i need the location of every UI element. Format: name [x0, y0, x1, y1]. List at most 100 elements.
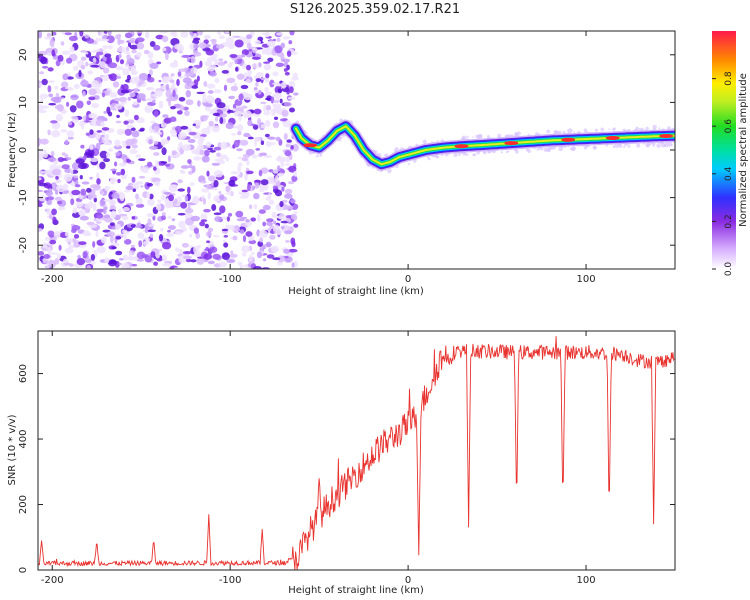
noise-blob [277, 172, 285, 177]
track-halo-dot [516, 132, 519, 135]
noise-blob [89, 193, 97, 199]
noise-blob [168, 194, 175, 202]
noise-blob [130, 244, 136, 248]
noise-blob [245, 78, 251, 83]
noise-blob [204, 149, 210, 157]
noise-blob [46, 208, 51, 215]
track-halo-dot [588, 145, 591, 147]
noise-blob [264, 31, 270, 38]
noise-blob [176, 78, 180, 87]
noise-blob [63, 183, 69, 191]
noise-blob [124, 109, 130, 117]
noise-blob [38, 177, 42, 181]
noise-blob [144, 31, 150, 39]
noise-blob [40, 138, 49, 145]
track-halo-dot [612, 128, 615, 131]
noise-blob [117, 38, 121, 46]
noise-blob [56, 253, 62, 260]
noise-blob [38, 195, 47, 202]
noise-blob [286, 139, 292, 143]
noise-blob [137, 81, 142, 87]
track-halo-dot [394, 147, 399, 152]
noise-blob [85, 61, 89, 67]
track-halo-dot [634, 128, 637, 131]
noise-blob [39, 93, 48, 99]
noise-blob [193, 79, 199, 87]
noise-blob [153, 166, 157, 171]
noise-blob [202, 180, 207, 184]
spectrogram-y-label: Frequency (Hz) [7, 112, 18, 188]
noise-blob [260, 179, 269, 186]
noise-blob [146, 191, 151, 199]
noise-blob [125, 138, 134, 146]
colorbar-label: Normalized spectral amplitude [738, 73, 749, 227]
noise-blob [202, 198, 207, 205]
noise-blob [115, 76, 122, 79]
noise-blob [169, 116, 177, 122]
noise-blob [64, 247, 74, 254]
noise-blob [40, 56, 48, 65]
noise-blob [136, 259, 144, 262]
noise-blob [162, 262, 172, 267]
noise-blob [79, 175, 83, 180]
noise-blob [89, 176, 93, 180]
noise-blob [265, 241, 272, 248]
noise-blob [275, 175, 279, 183]
noise-blob [198, 31, 203, 36]
noise-blob [150, 251, 156, 258]
noise-blob [235, 210, 244, 218]
noise-blob [38, 138, 41, 146]
noise-blob [140, 166, 149, 172]
noise-blob [165, 52, 169, 61]
noise-blob [55, 176, 59, 180]
noise-blob [189, 233, 193, 238]
noise-blob [215, 44, 225, 49]
noise-blob [220, 141, 228, 150]
noise-blob [291, 262, 295, 268]
noise-blob [96, 178, 101, 185]
noise-blob [210, 38, 217, 43]
noise-blob [82, 230, 91, 237]
noise-blob [264, 133, 270, 138]
noise-blob [132, 183, 140, 191]
noise-blob [192, 123, 196, 127]
noise-blob [80, 144, 85, 149]
noise-blob [151, 91, 155, 95]
track-halo-dot [667, 126, 671, 130]
track-halo-dot [593, 145, 597, 150]
noise-blob [38, 182, 48, 187]
noise-blob [153, 125, 160, 133]
noise-blob [47, 129, 51, 136]
noise-blob [230, 171, 239, 175]
noise-blob [45, 197, 49, 201]
noise-blob [108, 92, 118, 98]
noise-blob [47, 80, 55, 83]
noise-blob [232, 35, 241, 38]
noise-blob [89, 129, 94, 135]
noise-blob [233, 82, 238, 87]
noise-blob [188, 131, 197, 136]
noise-blob [293, 223, 299, 228]
noise-blob [78, 241, 87, 246]
noise-blob [115, 236, 122, 240]
noise-blob [157, 199, 162, 203]
noise-blob [186, 57, 190, 63]
track-halo-dot [583, 146, 587, 150]
noise-blob [47, 246, 52, 255]
noise-blob [63, 174, 73, 182]
noise-blob [100, 121, 105, 127]
noise-blob [182, 251, 192, 255]
noise-blob [38, 152, 45, 159]
noise-blob [245, 231, 253, 237]
noise-blob [204, 223, 209, 229]
noise-blob [269, 230, 275, 234]
noise-blob [206, 125, 211, 130]
noise-blob [45, 190, 53, 197]
noise-blob [44, 36, 53, 40]
noise-blob [238, 191, 245, 195]
noise-blob [263, 258, 267, 262]
noise-blob [57, 206, 66, 211]
noise-blob [153, 152, 160, 156]
noise-blob [136, 251, 146, 260]
noise-blob [177, 179, 183, 184]
